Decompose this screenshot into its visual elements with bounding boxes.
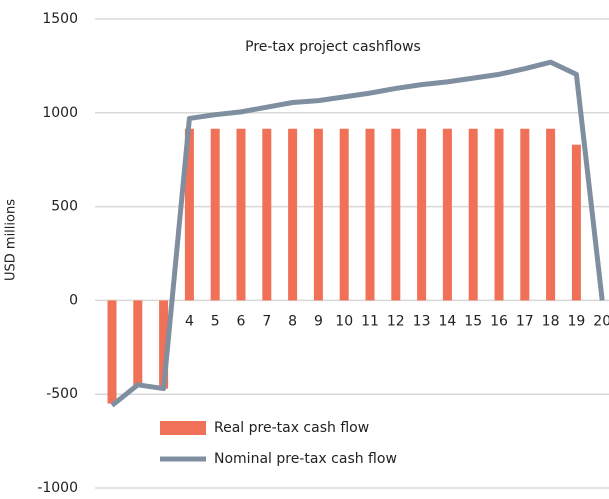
y-axis-label: USD millions — [4, 199, 19, 281]
bar — [417, 128, 427, 301]
bar — [288, 128, 298, 301]
y-tick-label: -500 — [46, 386, 78, 402]
x-tick-label: 12 — [387, 313, 405, 329]
x-tick-label: 8 — [288, 313, 297, 329]
x-tick-label: 10 — [335, 313, 353, 329]
x-tick-label: 4 — [185, 313, 194, 329]
y-tick-label: 1000 — [42, 105, 78, 121]
legend-label: Real pre-tax cash flow — [214, 420, 369, 436]
x-tick-label: 6 — [237, 313, 246, 329]
x-tick-label: 17 — [516, 313, 534, 329]
bar — [107, 300, 117, 404]
bar — [468, 128, 478, 301]
bar — [210, 128, 220, 301]
chart-title: Pre-tax project cashflows — [245, 39, 421, 55]
bar — [546, 128, 556, 301]
x-tick-label: 16 — [490, 313, 508, 329]
y-tick-label: 1500 — [42, 11, 78, 27]
x-tick-label: 9 — [314, 313, 323, 329]
bar — [133, 300, 143, 387]
bar — [494, 128, 504, 301]
bar — [520, 128, 530, 301]
bar — [236, 128, 246, 301]
y-tick-label: 0 — [69, 292, 78, 308]
x-tick-label: 19 — [567, 313, 585, 329]
bar — [442, 128, 452, 301]
x-tick-label: 7 — [262, 313, 271, 329]
bar — [571, 144, 581, 301]
bar — [184, 128, 194, 301]
bar — [159, 300, 169, 389]
x-tick-label: 13 — [413, 313, 431, 329]
bar — [313, 128, 323, 301]
bar — [365, 128, 375, 301]
bar — [339, 128, 349, 301]
line — [110, 59, 605, 408]
y-tick-label: -1000 — [37, 480, 78, 496]
x-tick-label: 11 — [361, 313, 379, 329]
x-tick-label: 5 — [211, 313, 220, 329]
x-tick-label: 20 — [593, 313, 609, 329]
x-tick-label: 18 — [542, 313, 560, 329]
x-tick-label: 15 — [464, 313, 482, 329]
bar — [391, 128, 401, 301]
bar — [262, 128, 272, 301]
legend-swatch — [160, 421, 206, 435]
x-tick-label: 14 — [438, 313, 456, 329]
legend-label: Nominal pre-tax cash flow — [214, 451, 397, 467]
y-tick-label: 500 — [51, 199, 78, 215]
